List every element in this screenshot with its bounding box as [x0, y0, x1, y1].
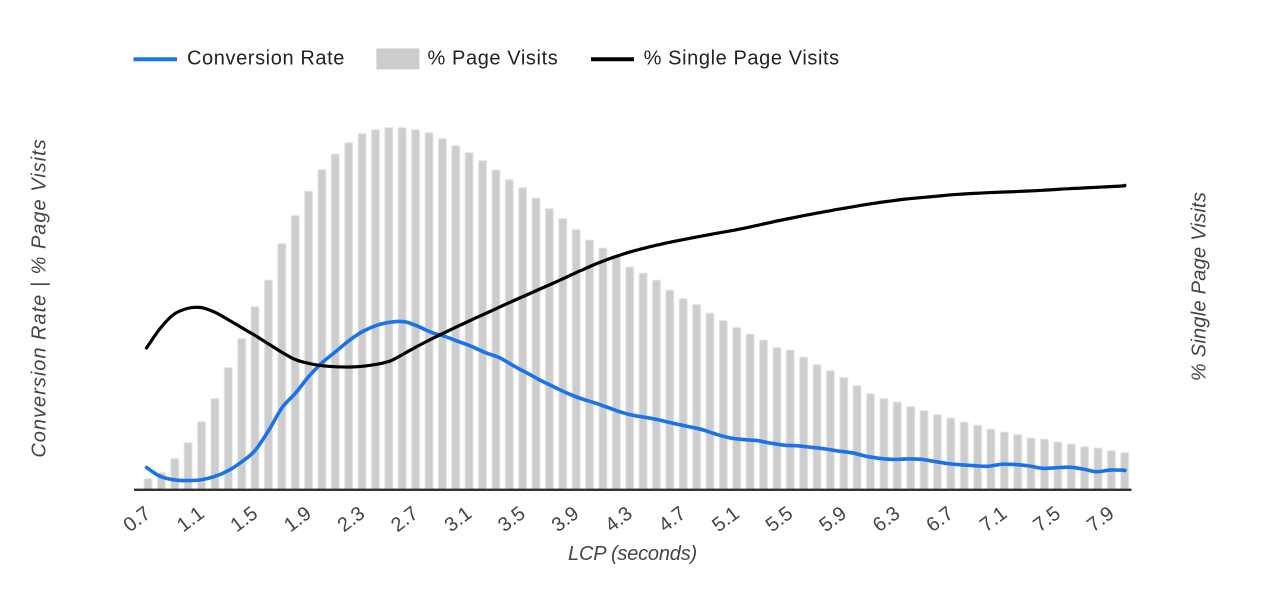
svg-text:Conversion Rate: Conversion Rate: [187, 48, 345, 70]
svg-text:% Single Page Visits: % Single Page Visits: [644, 48, 840, 70]
svg-text:LCP (seconds): LCP (seconds): [568, 543, 697, 565]
svg-text:% Page Visits: % Page Visits: [428, 48, 559, 70]
svg-text:Conversion Rate | % Page Visit: Conversion Rate | % Page Visits: [29, 138, 51, 457]
svg-text:% Single Page Visits: % Single Page Visits: [1189, 192, 1211, 381]
